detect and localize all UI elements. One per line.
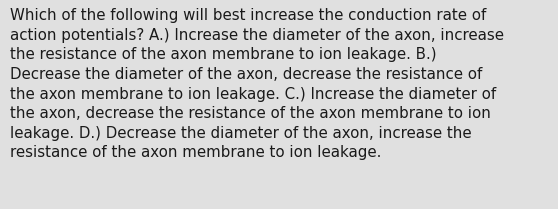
Text: Which of the following will best increase the conduction rate of
action potentia: Which of the following will best increas… xyxy=(10,8,504,160)
